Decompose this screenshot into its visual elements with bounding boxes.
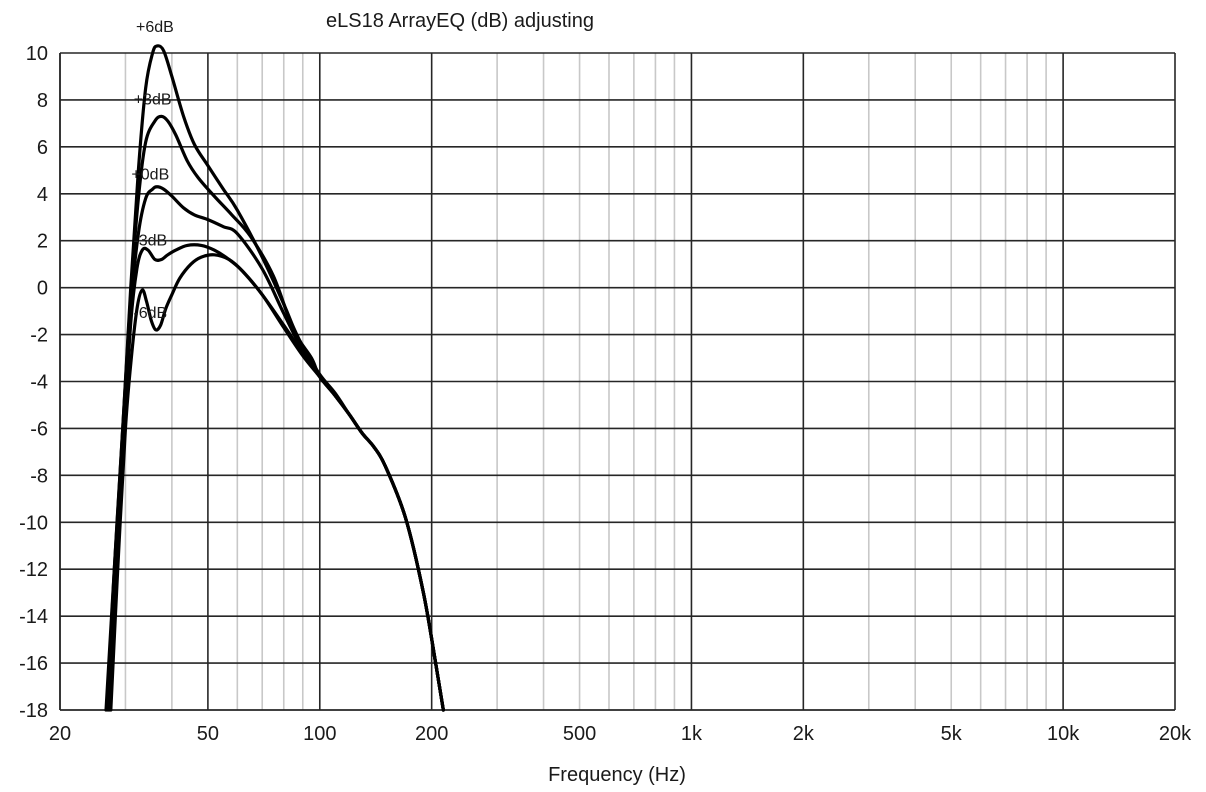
- x-tick-label: 2k: [793, 723, 815, 745]
- x-tick-labels: 20 50 100 200 500 1k 2k 5k 10k 20k: [49, 723, 1192, 745]
- series-label-1: +6dB: [136, 19, 174, 36]
- series-label-3: +0dB: [131, 167, 169, 184]
- y-tick-label: -6: [30, 418, 48, 440]
- y-tick-label: -12: [19, 559, 48, 581]
- y-tick-label: 8: [37, 90, 48, 112]
- y-tick-label: 4: [37, 184, 48, 206]
- x-axis-label: Frequency (Hz): [548, 764, 686, 786]
- y-tick-labels: 10 8 6 4 2 0 -2 -4 -6 -8 -10 -12 -14 -16 -18: [19, 43, 48, 722]
- y-tick-label: 0: [37, 278, 48, 300]
- major-gridlines: [59, 52, 1176, 711]
- y-tick-label: 10: [26, 43, 48, 65]
- y-tick-label: -8: [30, 465, 48, 487]
- x-tick-label: 200: [415, 723, 448, 745]
- x-tick-label: 5k: [941, 723, 963, 745]
- x-tick-label: 500: [563, 723, 596, 745]
- y-tick-label: -10: [19, 512, 48, 534]
- x-tick-label: 10k: [1047, 723, 1080, 745]
- series-layer: +6dB +3dB +0dB -3dB -6dB: [104, 19, 445, 712]
- y-tick-label: -4: [30, 372, 48, 394]
- x-tick-label: 100: [303, 723, 336, 745]
- y-tick-label: -14: [19, 606, 48, 628]
- series-label-2: +3dB: [134, 92, 172, 109]
- y-tick-label: -18: [19, 700, 48, 722]
- plot-axes: [59, 53, 1175, 711]
- series-line-5: [109, 253, 445, 712]
- y-tick-label: 2: [37, 231, 48, 253]
- y-tick-label: 6: [37, 137, 48, 159]
- x-tick-label: 1k: [681, 723, 703, 745]
- x-tick-label: 20k: [1159, 723, 1192, 745]
- series-label-5: -6dB: [133, 305, 167, 322]
- series-label-4: -3dB: [133, 232, 167, 249]
- y-tick-label: -2: [30, 325, 48, 347]
- y-tick-label: -16: [19, 653, 48, 675]
- chart-title: eLS18 ArrayEQ (dB) adjusting: [326, 10, 594, 32]
- x-tick-label: 50: [197, 723, 219, 745]
- x-tick-label: 20: [49, 723, 71, 745]
